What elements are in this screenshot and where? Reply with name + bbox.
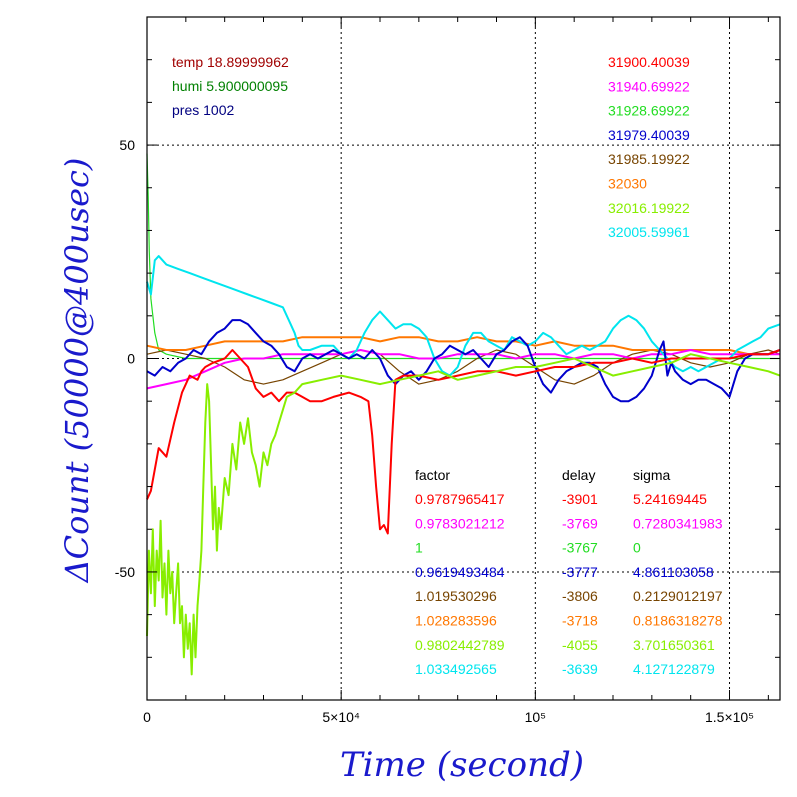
table-header: sigma [633,467,671,483]
table-cell: 0.2129012197 [633,588,723,604]
table-cell: 1.028283596 [415,613,497,629]
table-cell: -3901 [562,491,598,507]
series-line [146,349,781,535]
x-tick-label: 5×10⁴ [322,709,360,725]
env-legend-entry: pres 1002 [172,102,234,118]
series-line [146,319,781,403]
table-cell: 1 [415,540,423,556]
table-cell: 0.9619493484 [415,564,505,580]
table-cell: 3.701650361 [633,637,715,653]
series-legend-entry: 31985.19922 [608,151,690,167]
table-cell: 4.861103058 [633,564,714,580]
series-legend: 31900.40039 31940.69922 31928.69922 31979.4… [608,54,690,240]
table-cell: 1.019530296 [415,588,497,604]
x-axis-title: Time (second) [340,745,584,785]
x-tick-label: 0 [143,709,151,725]
table-cell: -3806 [562,588,598,604]
table-header: factor [415,467,450,483]
table-cell: 0.9787965417 [415,491,505,507]
table-cell: 0 [633,540,641,556]
series-line [146,353,781,676]
y-axis-title: ΔCount (50000@400usec) [58,158,96,585]
table-cell: -4055 [562,637,598,653]
table-cell: 1.033492565 [415,661,497,677]
x-tick-label: 10⁵ [525,709,546,725]
environment-legend: temp 18.89999962 humi 5.900000095 pres 100… [172,54,289,118]
series-legend-entry: 31928.69922 [608,103,690,119]
table-cell: 0.7280341983 [633,515,723,531]
table-cell: 0.9802442789 [415,637,505,653]
series-legend-entry: 31900.40039 [608,54,690,70]
series-legend-entry: 31940.69922 [608,78,690,94]
table-cell: -3769 [562,515,598,531]
env-legend-entry: humi 5.900000095 [172,78,288,94]
parameter-table: factor delay sigma 0.9787965417 -3901 5.24169… [415,467,723,677]
tick-labels: 0 5×10⁴ 10⁵ 1.5×10⁵ 50 0 -50 [115,137,754,725]
series-legend-entry: 32005.59961 [608,224,690,240]
table-header: delay [562,467,595,483]
table-cell: 4.127122879 [633,661,715,677]
series-line [146,336,781,356]
series-line [146,255,781,377]
series-lines [146,153,781,676]
y-tick-label: -50 [115,564,135,580]
series-legend-entry: 31979.40039 [608,127,690,143]
table-cell: 0.9783021212 [415,515,505,531]
table-cell: -3767 [562,540,598,556]
y-tick-label: 0 [127,351,135,367]
env-legend-entry: temp 18.89999962 [172,54,289,70]
table-cell: 0.8186318278 [633,613,723,629]
series-legend-entry: 32030 [608,176,647,192]
axis-ticks [146,16,780,701]
table-cell: -3777 [562,564,598,580]
table-cell: 5.24169445 [633,491,707,507]
y-tick-label: 50 [119,137,135,153]
series-legend-entry: 32016.19922 [608,200,690,216]
x-tick-label: 1.5×10⁵ [705,709,754,725]
table-cell: -3639 [562,661,598,677]
table-cell: -3718 [562,613,598,629]
